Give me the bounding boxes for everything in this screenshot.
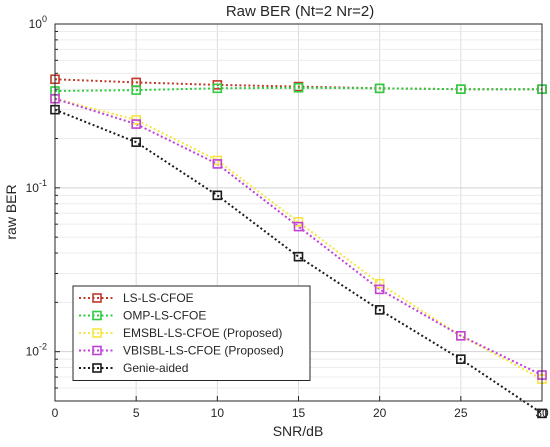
legend-marker xyxy=(92,345,102,356)
data-point xyxy=(374,305,385,315)
legend-label: Genie-aided xyxy=(123,361,188,375)
legend-marker xyxy=(92,293,102,303)
legend-label: LS-LS-CFOE xyxy=(123,291,194,305)
data-point xyxy=(374,284,385,295)
legend-marker xyxy=(92,310,102,321)
x-tick-label: 20 xyxy=(373,406,387,420)
chart-title: Raw BER (Nt=2 Nr=2) xyxy=(226,3,374,20)
x-tick-label: 30 xyxy=(535,406,549,420)
legend-label: VBISBL-LS-CFOE (Proposed) xyxy=(123,344,284,358)
x-tick-label: 10 xyxy=(211,406,225,420)
series-line xyxy=(54,97,543,377)
data-point xyxy=(456,331,466,341)
legend-label: EMSBL-LS-CFOE (Proposed) xyxy=(123,326,282,340)
data-point xyxy=(456,84,466,94)
data-point xyxy=(456,354,466,364)
data-point xyxy=(131,137,141,147)
data-point xyxy=(212,159,223,169)
data-point xyxy=(537,408,547,419)
legend-marker xyxy=(92,328,102,338)
data-point xyxy=(374,278,385,289)
data-point xyxy=(293,221,304,232)
x-tick-label: 25 xyxy=(454,406,468,420)
legend-marker xyxy=(92,363,102,373)
y-tick-label: 10-2 xyxy=(26,342,47,359)
y-tick-label: 10-1 xyxy=(26,178,47,195)
y-tick-label: 100 xyxy=(29,14,47,31)
x-axis-title: SNR/dB xyxy=(273,423,324,439)
data-point xyxy=(293,251,304,262)
legend: LS-LS-CFOE OMP-LS-CFOE EMSBL-LS-CFOE (Prop… xyxy=(72,285,311,381)
x-tick-label: 5 xyxy=(133,406,140,420)
data-point xyxy=(212,83,223,94)
data-point xyxy=(374,83,385,94)
data-point xyxy=(212,190,223,201)
legend-label: OMP-LS-CFOE xyxy=(123,309,206,323)
series-line xyxy=(54,108,543,415)
axis-ticks: 0 5 10 15 20 25 30 100 10-1 10-2 xyxy=(26,14,549,420)
series-line xyxy=(54,86,542,92)
y-axis-title: raw BER xyxy=(3,184,19,239)
x-tick-label: 0 xyxy=(52,406,59,420)
data-point xyxy=(131,119,141,129)
data-point xyxy=(293,82,304,93)
x-tick-label: 15 xyxy=(292,406,306,420)
data-point xyxy=(131,85,141,95)
